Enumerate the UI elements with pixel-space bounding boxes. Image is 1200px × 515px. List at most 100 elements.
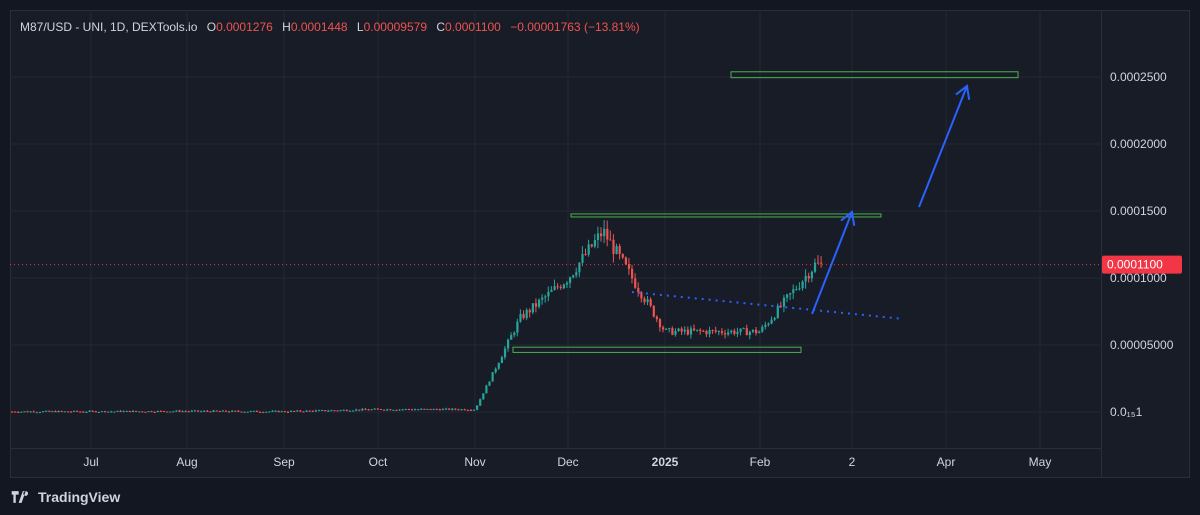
candle-body	[441, 408, 445, 411]
low-value: 0.00009579	[363, 20, 427, 34]
candle-body	[280, 411, 283, 413]
candle-body	[544, 296, 547, 298]
candle-body	[813, 262, 817, 272]
candle-body	[156, 410, 159, 413]
y-tick-label: 0.0₁₅1	[1110, 405, 1143, 419]
candle-body	[587, 244, 590, 255]
x-tick-label: Apr	[937, 455, 956, 469]
candle-body	[491, 372, 494, 382]
candle-body	[525, 310, 528, 319]
candle-body	[398, 409, 401, 411]
candle-body	[60, 410, 63, 412]
candle-body	[702, 331, 705, 333]
price-axis[interactable]	[1102, 10, 1190, 478]
candle-body	[724, 333, 727, 335]
candle-body	[621, 254, 624, 258]
candle-body	[538, 299, 541, 307]
candle-body	[166, 411, 169, 413]
y-axis-labels: 0.00025000.00020000.00015000.00010000.00…	[1102, 70, 1182, 419]
candle-body	[618, 246, 621, 255]
candle-body	[66, 411, 69, 413]
candle-body	[172, 411, 175, 413]
candle-body	[352, 410, 355, 412]
chart-area[interactable]	[10, 10, 1102, 478]
candle-body	[224, 410, 228, 412]
y-tick-label: 0.0001000	[1110, 271, 1167, 285]
candle-body	[547, 291, 550, 297]
open-value: 0.0001276	[216, 20, 273, 34]
candle-body	[516, 321, 519, 333]
candle-body	[801, 281, 804, 289]
candle-body	[63, 411, 66, 413]
candle-body	[32, 411, 35, 413]
candle-body	[600, 233, 603, 237]
candle-body	[507, 339, 510, 349]
candle-body	[100, 411, 104, 413]
candle-body	[265, 411, 268, 413]
candle-body	[451, 408, 454, 410]
candles-layer	[11, 220, 823, 414]
x-tick-label: Nov	[464, 455, 485, 469]
candle-body	[299, 410, 302, 412]
x-tick-label: 2025	[652, 455, 679, 469]
x-tick-label: Aug	[176, 455, 197, 469]
candle-body	[637, 287, 640, 293]
time-axis[interactable]	[10, 448, 1102, 478]
candle-body	[751, 329, 755, 332]
breakout-arrow-head	[840, 210, 856, 226]
candle-body	[578, 262, 581, 273]
candle-body	[584, 254, 587, 256]
target-arrow-head	[955, 84, 971, 100]
candle-body	[135, 410, 138, 412]
candle-body	[125, 410, 128, 412]
x-tick-label: Dec	[557, 455, 578, 469]
candle-body	[528, 310, 531, 313]
candle-body	[671, 328, 674, 335]
candle-body	[795, 289, 798, 291]
candle-body	[361, 408, 364, 411]
candle-body	[392, 409, 395, 411]
candle-body	[305, 410, 308, 412]
candle-body	[324, 410, 327, 412]
candle-body	[379, 409, 383, 411]
candle-body	[466, 409, 469, 411]
candle-body	[603, 228, 606, 237]
candle-body	[677, 328, 680, 332]
candle-body	[252, 410, 255, 412]
candle-body	[649, 299, 652, 306]
candle-body	[770, 319, 773, 324]
candle-body	[97, 412, 100, 414]
candle-body	[35, 412, 38, 414]
low-label: L	[356, 20, 364, 34]
candle-body	[773, 317, 776, 320]
candle-body	[479, 399, 482, 406]
candle-body	[624, 257, 627, 265]
candle-body	[153, 411, 156, 413]
candle-body	[178, 410, 181, 412]
tradingview-footer[interactable]: TradingView	[10, 486, 120, 508]
candle-body	[426, 408, 429, 410]
candle-body	[541, 297, 544, 300]
candle-body	[596, 233, 600, 240]
candle-body	[482, 393, 485, 400]
symbol-name[interactable]: M87/USD - UNI, 1D, DEXTools.io	[20, 20, 198, 34]
candle-body	[187, 411, 190, 413]
candle-body	[23, 411, 26, 413]
candle-body	[113, 411, 116, 413]
candle-body	[85, 411, 88, 413]
candle-body	[386, 409, 389, 411]
candle-body	[448, 408, 451, 410]
candle-body	[200, 411, 203, 413]
candle-body	[581, 254, 584, 263]
candle-body	[472, 409, 476, 411]
candle-body	[730, 330, 733, 333]
candle-body	[286, 411, 290, 413]
candle-body	[212, 410, 215, 413]
candle-body	[631, 268, 634, 279]
candle-body	[107, 411, 110, 413]
candle-body	[658, 319, 662, 328]
candle-body	[175, 410, 178, 412]
candle-body	[680, 328, 683, 332]
candle-body	[565, 282, 569, 285]
candle-body	[668, 328, 671, 330]
